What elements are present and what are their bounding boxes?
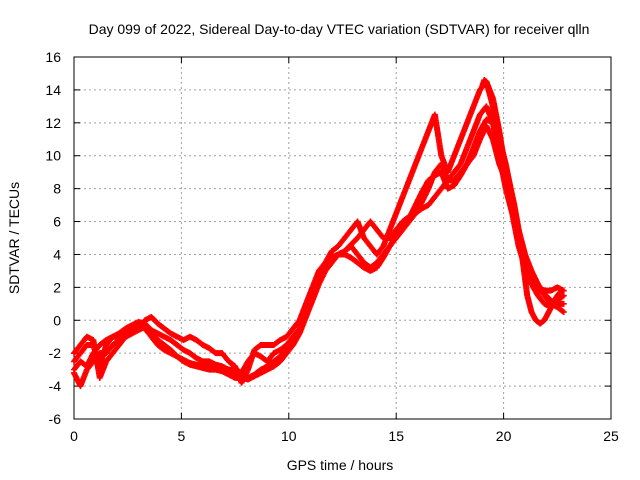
y-tick-label: 6: [53, 214, 61, 230]
x-axis-label: GPS time / hours: [287, 457, 394, 473]
y-tick-label: -6: [49, 411, 62, 427]
y-tick-label: -2: [49, 345, 62, 361]
data-point: [557, 288, 564, 295]
x-tick-label: 25: [603, 428, 619, 444]
data-point: [558, 287, 565, 294]
y-tick-label: 14: [45, 82, 61, 98]
y-tick-label: 0: [53, 312, 61, 328]
y-tick-label: 12: [45, 115, 61, 131]
y-tick-label: 4: [53, 246, 61, 262]
x-tick-label: 20: [496, 428, 512, 444]
x-tick-label: 10: [281, 428, 297, 444]
y-axis-label: SDTVAR / TECUs: [6, 182, 22, 294]
data-points: [71, 77, 567, 390]
data-point: [559, 293, 566, 300]
x-tick-label: 5: [178, 428, 186, 444]
y-tick-label: 8: [53, 181, 61, 197]
x-tick-label: 15: [388, 428, 404, 444]
x-tick-label: 0: [70, 428, 78, 444]
series-track-e: [479, 77, 565, 327]
data-point: [559, 308, 566, 315]
ticks: 0 5 10 15 20 25 -6 -4 -2 0 2 4 6 8 10 12 14 16: [45, 49, 619, 444]
data-point: [560, 300, 567, 307]
plot-frame: [73, 56, 612, 420]
y-tick-label: 16: [45, 49, 61, 65]
series-track-d: [71, 123, 567, 381]
chart-title: Day 099 of 2022, Sidereal Day-to-day VTE…: [89, 21, 590, 37]
data-point: [560, 309, 567, 316]
y-tick-label: -4: [49, 378, 62, 394]
y-tick-label: 10: [45, 148, 61, 164]
axes: [73, 56, 612, 420]
y-tick-label: 2: [53, 279, 61, 295]
